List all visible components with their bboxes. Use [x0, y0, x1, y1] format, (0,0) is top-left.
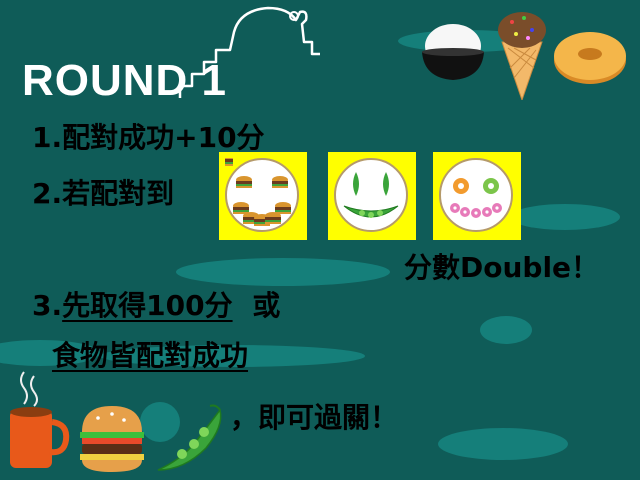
rule-3-line-1: 3.先取得100分 或	[32, 284, 280, 324]
rule-3-or: 或	[252, 289, 281, 322]
decor-blob	[438, 428, 568, 460]
rule-3-score-goal: 先取得100分	[62, 289, 233, 322]
decor-blob	[100, 345, 365, 367]
peas-plate-tile	[328, 152, 416, 240]
castle-outline-icon	[178, 6, 320, 98]
pea-pod-icon	[157, 404, 222, 471]
hot-drink-mug-icon	[10, 371, 70, 468]
burger-icon	[80, 406, 144, 472]
rice-bowl-icon	[422, 24, 484, 80]
rule-2: 2.若配對到	[32, 177, 175, 210]
rule-1: 1.配對成功+10分	[32, 121, 265, 154]
ice-cream-cone-icon	[498, 12, 546, 100]
decor-blob	[176, 258, 390, 286]
decor-blob	[0, 340, 100, 366]
ending-text: ，即可過關！	[230, 401, 399, 434]
donut-icon	[554, 32, 626, 84]
donuts-plate-tile	[433, 152, 521, 240]
slide-title: ROUND 1	[22, 56, 228, 105]
double-score-text: 分數Double！	[404, 251, 600, 284]
burgers-plate-tile	[219, 152, 307, 240]
plate	[334, 158, 408, 232]
rule-3-number: 3.	[32, 289, 63, 322]
plate	[439, 158, 513, 232]
decor-blob	[510, 204, 620, 230]
donuts-icon	[450, 178, 502, 218]
peas-icon	[343, 172, 399, 218]
decor-blob	[480, 316, 532, 344]
decor-blob	[140, 402, 180, 442]
rule-3-line-2: 食物皆配對成功	[52, 339, 249, 372]
burgers-icon	[225, 158, 291, 226]
